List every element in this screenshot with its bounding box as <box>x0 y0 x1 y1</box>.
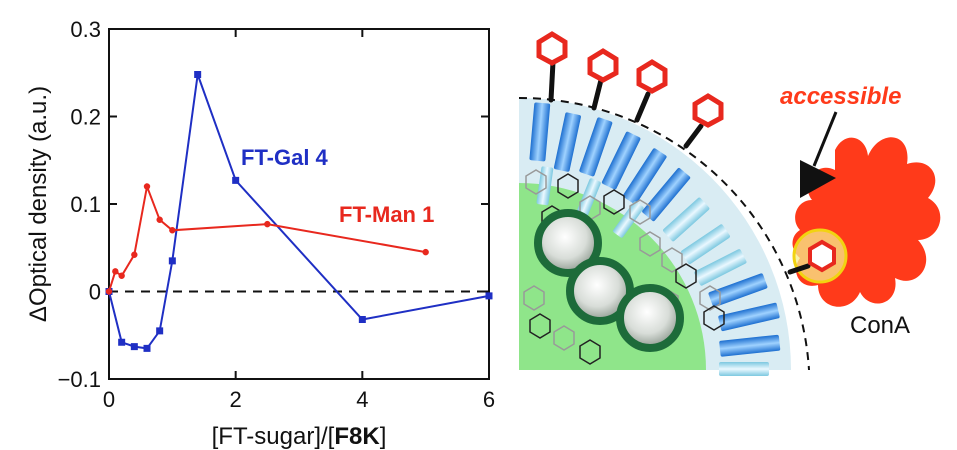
core-spheres <box>534 209 684 352</box>
sugar-hexagon <box>636 59 668 94</box>
series-layer <box>105 71 493 352</box>
accessible-tether <box>787 263 811 275</box>
series-line-0 <box>108 74 490 350</box>
data-point <box>264 220 271 228</box>
cona-label: ConA <box>850 312 910 339</box>
x-tick-label: 0 <box>103 387 115 412</box>
data-point <box>130 343 138 351</box>
data-point <box>143 344 151 352</box>
data-point <box>105 288 113 295</box>
data-point <box>422 248 429 256</box>
data-point <box>485 292 493 300</box>
data-point <box>232 176 240 184</box>
data-point <box>131 251 138 258</box>
accessible-sugar-hexagon <box>808 239 836 273</box>
sugar-hexagon <box>587 48 619 83</box>
x-tick-label: 6 <box>483 387 495 412</box>
y-tick-label: 0.2 <box>70 105 101 130</box>
x-tick-label: 2 <box>230 387 242 412</box>
y-tick-label: 0.3 <box>70 17 101 42</box>
x-axis-title-end: ] <box>380 423 387 450</box>
x-axis-title-plain: [FT-sugar]/[ <box>212 423 335 450</box>
axis-ticks <box>108 28 490 380</box>
x-axis-title-bold: F8K <box>334 423 380 450</box>
series-label-gal: FT-Gal 4 <box>241 145 329 170</box>
data-point <box>156 327 164 335</box>
y-tick-label: −0.1 <box>58 367 101 392</box>
sugar-ligands <box>536 31 724 149</box>
outer-dashed-boundary <box>518 96 810 371</box>
data-point <box>118 272 125 279</box>
accessible-label: accessible <box>780 83 901 110</box>
x-axis-title: [FT-sugar]/[F8K] <box>212 423 387 450</box>
y-tick-label: 0 <box>89 280 101 305</box>
tick-labels: 0 2 4 6−0.100.10.20.3 <box>58 17 496 412</box>
series-label-man: FT-Man 1 <box>339 202 434 227</box>
data-point <box>156 216 163 223</box>
sugar-hexagon <box>692 93 724 128</box>
amphiphile-rods <box>529 102 781 376</box>
chart: 0 2 4 6−0.100.10.20.3 FT-Gal 4 FT-Man 1 ΔOp… <box>25 17 495 450</box>
y-axis-title: ΔOptical density (a.u.) <box>25 86 52 322</box>
data-point <box>194 71 202 78</box>
data-point <box>143 183 151 190</box>
data-point <box>169 227 176 234</box>
data-point <box>112 268 119 275</box>
data-point <box>358 316 366 323</box>
data-point <box>118 338 126 346</box>
sugar-hexagon <box>536 31 568 66</box>
accessible-arrow-head <box>800 160 836 198</box>
data-point <box>168 257 176 265</box>
y-tick-label: 0.1 <box>70 192 101 217</box>
x-tick-label: 4 <box>356 387 368 412</box>
accessible-arrow-shaft <box>812 111 838 167</box>
nanoparticle-schematic: accessible ConA <box>518 31 941 376</box>
